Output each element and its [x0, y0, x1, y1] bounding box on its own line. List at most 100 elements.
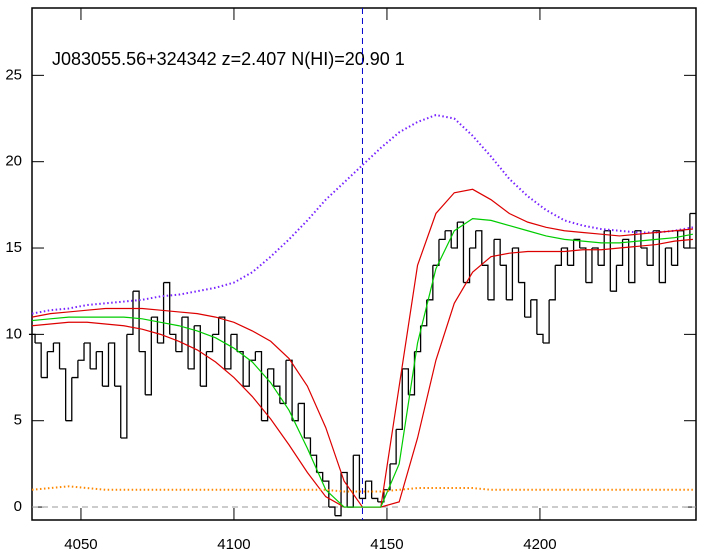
- y-tick-label: 10: [5, 325, 22, 342]
- spectrum-bin: [139, 350, 146, 395]
- spectrum-bin: [549, 265, 556, 301]
- spectrum-bin: [494, 238, 501, 266]
- spectrum-bin: [310, 454, 318, 473]
- spectrum-bin: [390, 429, 397, 465]
- spectrum-bin: [530, 299, 538, 335]
- spectrum-bin: [402, 368, 410, 395]
- y-tick-label: 0: [14, 498, 22, 515]
- spectrum-bin: [518, 281, 526, 318]
- spectrum-bin: [671, 230, 679, 266]
- spectrum-bin: [506, 248, 514, 301]
- spectrum-bin: [230, 333, 238, 352]
- spectrum-bin: [677, 230, 685, 249]
- spectrum-bin: [84, 342, 91, 369]
- spectrum-bin: [157, 282, 165, 344]
- spectrum-bin: [567, 239, 575, 266]
- spectrum-bin: [591, 247, 599, 266]
- spectrum-bin: [102, 343, 110, 387]
- spectrum-bin: [377, 489, 385, 503]
- spectrum-bin: [555, 248, 563, 266]
- spectrum-bin: [573, 238, 581, 249]
- spectrum-bin: [341, 471, 348, 508]
- spectrum-bin: [653, 230, 660, 283]
- spectrum-bin: [108, 342, 116, 387]
- spectrum-bin: [71, 360, 79, 379]
- spectrum-bin: [475, 230, 483, 266]
- spectrum-bin: [396, 368, 403, 430]
- x-tick-label: 4050: [64, 536, 97, 553]
- spectrum-bin: [561, 247, 569, 266]
- y-tick-label: 5: [14, 412, 22, 429]
- spectrum-bin: [188, 325, 195, 370]
- x-tick-label: 4100: [217, 536, 250, 553]
- spectrum-bin: [273, 385, 281, 404]
- spectrum-bin: [249, 351, 257, 361]
- x-tick-label: 4200: [523, 536, 556, 553]
- spectrum-bin: [432, 239, 440, 266]
- spectrum-bin: [536, 333, 544, 344]
- spectrum-bin: [53, 342, 61, 369]
- spectrum-bin: [59, 368, 67, 421]
- spectrum-bin: [683, 213, 691, 249]
- spectrum-bin: [598, 230, 605, 266]
- spectrum-bin: [35, 342, 42, 378]
- spectrum-bin: [622, 238, 630, 283]
- spectrum-bin: [628, 230, 636, 284]
- spectrum-bin: [151, 316, 159, 344]
- spectrum-bin: [126, 291, 134, 336]
- y-tick-label: 25: [5, 66, 22, 83]
- spectrum-bin: [469, 230, 477, 249]
- spectrum-bin: [445, 230, 452, 249]
- spectrum-bin: [90, 351, 97, 370]
- spectrum-bin: [169, 333, 177, 352]
- spectrum-bin: [610, 265, 618, 292]
- model-line: [31, 218, 694, 508]
- spectrum-bin: [487, 239, 495, 301]
- spectrum-bin: [634, 230, 642, 249]
- spectrum-bin: [267, 368, 275, 387]
- spectrum-bin: [328, 506, 336, 516]
- spectrum-bin: [371, 497, 379, 502]
- spectrum-bin: [41, 351, 48, 379]
- spectrum-bin: [438, 230, 446, 241]
- spectrum-bin: [500, 264, 507, 300]
- spectrum-bin: [218, 316, 226, 369]
- spectrum-bin: [145, 317, 152, 396]
- spectrum-bin: [414, 325, 422, 353]
- spectrum: [28, 212, 696, 517]
- spectrum-bin: [261, 368, 269, 422]
- spectrum-bin: [451, 222, 458, 249]
- spectrum-bin: [206, 334, 214, 353]
- spectrum-bin: [408, 351, 416, 396]
- spectrum-bin: [481, 264, 489, 300]
- spectrum-bin: [579, 247, 587, 283]
- spectrum-bin: [243, 360, 250, 387]
- spectrum-bin: [304, 437, 312, 456]
- spectrum-bin: [255, 350, 263, 421]
- spectrum-bin: [77, 343, 85, 361]
- spectrum-bin: [224, 334, 232, 370]
- spectrum-bin: [512, 247, 520, 283]
- spectrum-bin: [383, 463, 391, 491]
- spectrum-bin: [659, 248, 667, 284]
- spectrum-bin: [285, 359, 293, 421]
- spectrum-bin: [279, 360, 287, 405]
- spectrum-bin: [543, 299, 550, 344]
- spectrum-bin: [524, 299, 532, 318]
- spectrum-bin: [359, 481, 367, 500]
- spectrum-bin: [334, 472, 342, 517]
- spectrum-bin: [353, 454, 361, 499]
- spectrum-bin: [365, 480, 373, 499]
- chart-title: J083055.56+324342 z=2.407 N(HI)=20.90 1: [52, 49, 405, 69]
- y-tick-label: 15: [5, 239, 22, 256]
- spectrum-bin: [647, 230, 654, 266]
- spectrum-bin: [120, 334, 128, 439]
- spectrum-bin: [181, 316, 189, 369]
- spectrum-bin: [47, 343, 55, 353]
- spectrum-bin: [163, 281, 171, 335]
- spectrum-bin: [420, 299, 428, 327]
- spectrum-bin: [200, 351, 208, 387]
- spectrum-bin: [28, 333, 36, 344]
- spectrum-bin: [65, 377, 73, 422]
